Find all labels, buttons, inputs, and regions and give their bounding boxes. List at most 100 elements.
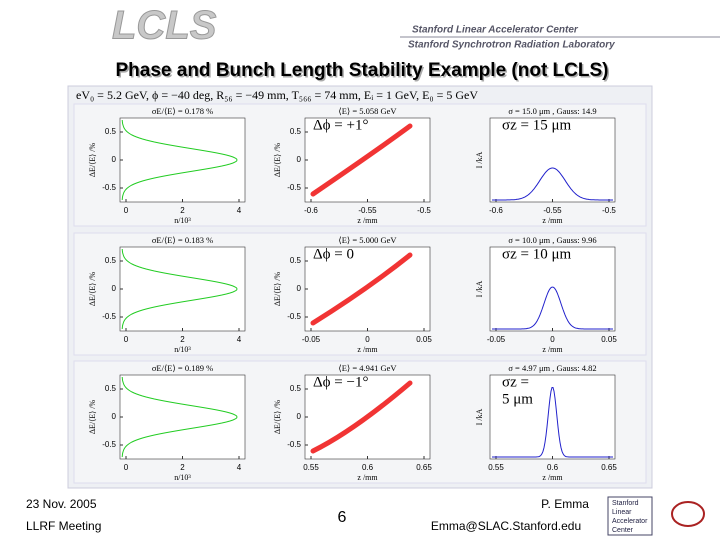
x-axis-label: n/10³ (174, 345, 191, 354)
x-tick-label: 2 (180, 335, 185, 344)
plot-title: ⟨E⟩ = 4.941 GeV (338, 363, 397, 373)
org-line: Stanford Synchrotron Radiation Laborator… (408, 40, 615, 51)
y-axis-label: I /kA (475, 151, 484, 168)
x-tick-label: 0.05 (416, 335, 432, 344)
x-tick-label: 0.05 (601, 335, 617, 344)
plot-area (489, 117, 616, 203)
x-axis-label: n/10³ (174, 216, 191, 225)
annotation: σz = 10 μm (502, 246, 571, 262)
y-tick-label: 0 (297, 155, 302, 164)
y-axis-label: ΔE/⟨E⟩ /% (88, 272, 97, 307)
x-tick-label: -0.5 (602, 206, 616, 215)
x-tick-label: -0.6 (489, 206, 503, 215)
y-tick-label: 0.5 (290, 384, 302, 393)
page-number: 6 (338, 509, 347, 526)
y-tick-label: 0.5 (290, 127, 302, 136)
badge-text: Linear (612, 509, 632, 516)
plot-area (119, 117, 246, 203)
x-tick-label: 0.65 (416, 463, 432, 472)
plot-title: ⟨E⟩ = 5.058 GeV (338, 106, 397, 116)
x-axis-label: z /mm (357, 216, 378, 225)
x-tick-label: 0.55 (488, 463, 504, 472)
x-tick-label: -0.55 (358, 206, 377, 215)
x-tick-label: 0 (365, 335, 370, 344)
x-tick-label: 0.55 (303, 463, 319, 472)
plot-area (489, 374, 616, 460)
meeting: LLRF Meeting (26, 519, 101, 533)
title: Phase and Bunch Length Stability Example… (116, 60, 609, 81)
x-tick-label: 2 (180, 206, 185, 215)
y-tick-label: 0.5 (105, 127, 117, 136)
x-tick-label: 0 (550, 335, 555, 344)
plot-title: σ = 15.0 μm , Gauss: 14.9 (508, 106, 596, 116)
y-tick-label: 0.5 (290, 256, 302, 265)
y-tick-label: -0.5 (287, 440, 301, 449)
badge-text: Center (612, 527, 634, 534)
energy-profile (121, 119, 238, 201)
x-tick-label: 0.65 (601, 463, 617, 472)
y-tick-label: -0.5 (287, 183, 301, 192)
x-tick-label: 4 (237, 335, 242, 344)
annotation: Δϕ = +1° (313, 117, 368, 133)
x-axis-label: z /mm (542, 216, 563, 225)
email: Emma@SLAC.Stanford.edu (431, 519, 581, 533)
x-axis-label: n/10³ (174, 473, 191, 482)
y-axis-label: I /kA (475, 408, 484, 425)
energy-profile (121, 376, 238, 458)
y-tick-label: -0.5 (102, 312, 116, 321)
x-tick-label: -0.55 (543, 206, 562, 215)
current-profile (492, 167, 613, 201)
title-shadow: Phase and Bunch Length Stability Example… (117, 62, 610, 83)
y-tick-label: -0.5 (287, 312, 301, 321)
x-tick-label: 0 (124, 335, 129, 344)
current-profile (492, 286, 613, 330)
phase-space (310, 123, 413, 197)
y-tick-label: 0 (297, 412, 302, 421)
date: 23 Nov. 2005 (26, 497, 97, 511)
y-tick-label: -0.5 (102, 440, 116, 449)
annotation: Δϕ = −1° (313, 374, 368, 390)
phase-space (310, 380, 413, 454)
org-line: Stanford Linear Accelerator Center (412, 25, 579, 36)
x-tick-label: 0.6 (547, 463, 559, 472)
x-tick-label: -0.05 (487, 335, 506, 344)
x-tick-label: 0.6 (362, 463, 374, 472)
y-axis-label: ΔE/⟨E⟩ /% (88, 143, 97, 178)
plot-title: σE/⟨E⟩ = 0.183 % (152, 235, 213, 245)
y-tick-label: 0.5 (105, 256, 117, 265)
y-tick-label: 0 (112, 412, 117, 421)
plot-title: σ = 10.0 μm , Gauss: 9.96 (508, 235, 596, 245)
y-axis-label: ΔE/⟨E⟩ /% (88, 400, 97, 435)
energy-profile (121, 248, 238, 330)
y-tick-label: 0 (297, 284, 302, 293)
x-tick-label: 0 (124, 206, 129, 215)
badge-text: Accelerator (612, 518, 648, 525)
x-axis-label: z /mm (542, 473, 563, 482)
plot-area (489, 246, 616, 332)
badge-text: Stanford (612, 500, 639, 507)
y-tick-label: 0 (112, 155, 117, 164)
author: P. Emma (541, 497, 589, 511)
plot-area (119, 246, 246, 332)
y-axis-label: ΔE/⟨E⟩ /% (273, 143, 282, 178)
plot-area (119, 374, 246, 460)
x-axis-label: z /mm (542, 345, 563, 354)
x-tick-label: -0.05 (302, 335, 321, 344)
y-tick-label: -0.5 (102, 183, 116, 192)
x-axis-label: z /mm (357, 473, 378, 482)
badge-box (607, 496, 653, 536)
y-tick-label: 0 (112, 284, 117, 293)
x-tick-label: 4 (237, 206, 242, 215)
x-tick-label: 0 (124, 463, 129, 472)
parameters: eV₀ = 5.2 GeV, ϕ = −40 deg, R₅₆ = −49 mm… (76, 88, 478, 102)
y-axis-label: ΔE/⟨E⟩ /% (273, 272, 282, 307)
x-axis-label: z /mm (357, 345, 378, 354)
y-tick-label: 0.5 (105, 384, 117, 393)
logo: LCLS (112, 4, 217, 48)
x-tick-label: -0.6 (304, 206, 318, 215)
plot-title: σE/⟨E⟩ = 0.189 % (152, 363, 213, 373)
x-tick-label: 2 (180, 463, 185, 472)
plot-title: ⟨E⟩ = 5.000 GeV (338, 235, 397, 245)
